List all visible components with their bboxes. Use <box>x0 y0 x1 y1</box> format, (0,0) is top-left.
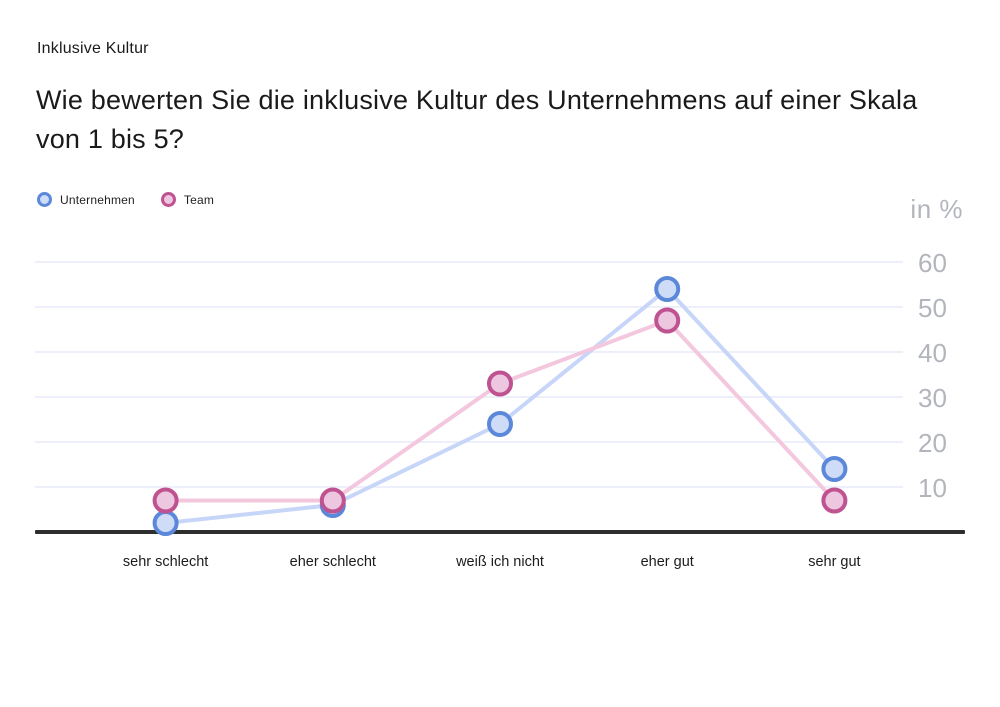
data-point-team <box>654 307 681 334</box>
y-tick-label: 20 <box>918 428 947 458</box>
y-axis-unit-label: in % <box>910 194 963 224</box>
series-unternehmen-swatch-icon <box>37 192 52 207</box>
x-axis-line <box>35 530 965 534</box>
x-tick-label: eher gut <box>641 554 694 570</box>
x-tick-label: eher schlecht <box>290 554 376 570</box>
legend-label-team: Team <box>183 192 215 207</box>
y-tick-label: 10 <box>918 473 947 503</box>
data-point-unternehmen <box>152 510 179 536</box>
x-tick-label: sehr gut <box>808 554 860 570</box>
data-point-team <box>152 487 179 514</box>
data-point-unternehmen <box>654 276 681 302</box>
y-tick-label: 30 <box>918 383 947 413</box>
y-tick-label: 50 <box>918 293 947 323</box>
data-point-team <box>319 487 346 514</box>
legend-label-unternehmen: Unternehmen <box>60 192 135 207</box>
data-point-unternehmen <box>487 411 513 437</box>
section-label: Inklusive Kultur <box>37 40 149 57</box>
question-title: Wie bewerten Sie die inklusive Kultur de… <box>36 85 918 154</box>
y-tick-label: 40 <box>918 338 947 368</box>
y-tick-label: 60 <box>918 248 947 278</box>
x-tick-label: weiß ich nicht <box>455 554 544 570</box>
series-line-unternehmen <box>163 287 837 525</box>
data-point-team <box>487 370 513 397</box>
chart-legend: Unternehmen Team <box>37 192 214 207</box>
x-tick-label: sehr schlecht <box>123 554 208 570</box>
data-point-unternehmen <box>821 456 848 482</box>
data-point-team <box>821 487 848 514</box>
series-line-team <box>163 318 837 503</box>
legend-item-team: Team <box>160 192 215 207</box>
line-chart: 10 20 30 40 50 60 sehr schlecht eher schlecht we… <box>35 248 965 570</box>
legend-item-unternehmen: Unternehmen <box>37 192 135 207</box>
series-team-swatch-icon <box>160 192 176 207</box>
